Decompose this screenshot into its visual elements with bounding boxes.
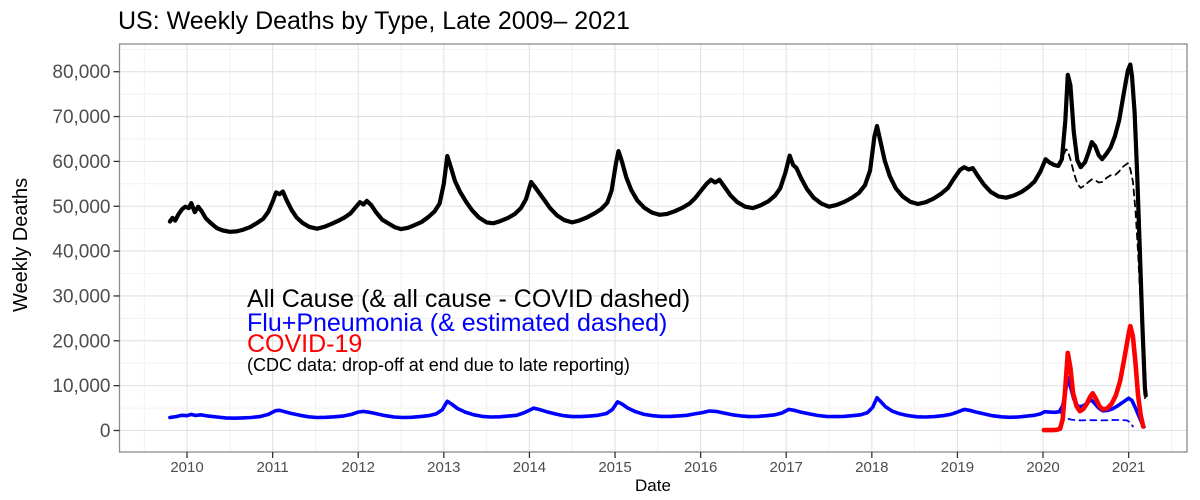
y-axis-tick-label: 80,000 bbox=[52, 62, 110, 83]
x-axis-tick-label: 2013 bbox=[427, 459, 460, 476]
y-axis-tick-label: 30,000 bbox=[52, 286, 110, 307]
x-axis-tick-label: 2019 bbox=[941, 459, 974, 476]
y-axis-title: Weekly Deaths bbox=[10, 177, 32, 312]
y-axis-tick-label: 20,000 bbox=[52, 331, 110, 352]
series-covid-19 bbox=[1041, 323, 1146, 433]
y-axis-tick-label: 50,000 bbox=[52, 197, 110, 218]
x-axis-tick-label: 2017 bbox=[770, 459, 803, 476]
x-axis-tick-label: 2015 bbox=[598, 459, 631, 476]
x-axis-title: Date bbox=[635, 476, 671, 495]
series-flu-pneumonia bbox=[168, 375, 1146, 429]
series-all-cause bbox=[167, 62, 1148, 398]
legend-all-cause-label: All Cause (& all cause - COVID dashed) bbox=[247, 285, 691, 313]
y-axis-tick-label: 0 bbox=[100, 421, 111, 442]
legend-flu-pneumonia-label: Flu+Pneumonia (& estimated dashed) bbox=[247, 309, 668, 337]
panel-border bbox=[118, 43, 1188, 453]
series-flu-pneumonia-estimated bbox=[1059, 411, 1134, 428]
y-axis-tick-label: 40,000 bbox=[52, 242, 110, 263]
cdc-reporting-note: (CDC data: drop-off at end due to late r… bbox=[247, 355, 630, 375]
series-all-cause-minus-covid bbox=[1059, 148, 1146, 400]
x-axis-tick-label: 2012 bbox=[342, 459, 375, 476]
y-axis-tick-label: 60,000 bbox=[52, 152, 110, 173]
panel-background bbox=[119, 44, 1187, 452]
x-axis-tick-label: 2011 bbox=[257, 459, 289, 476]
legend-covid19-label: COVID-19 bbox=[247, 330, 363, 358]
y-axis-tick-label: 10,000 bbox=[52, 376, 110, 397]
x-axis-tick-label: 2021 bbox=[1112, 459, 1145, 476]
x-axis-tick-label: 2018 bbox=[855, 459, 888, 476]
x-axis-tick-label: 2010 bbox=[170, 459, 203, 476]
chart-title: US: Weekly Deaths by Type, Late 2009– 20… bbox=[118, 7, 630, 35]
x-axis-tick-label: 2020 bbox=[1026, 459, 1059, 476]
x-axis-tick-label: 2016 bbox=[684, 459, 717, 476]
x-axis-tick-label: 2014 bbox=[513, 459, 546, 476]
y-axis-tick-label: 70,000 bbox=[52, 107, 110, 128]
